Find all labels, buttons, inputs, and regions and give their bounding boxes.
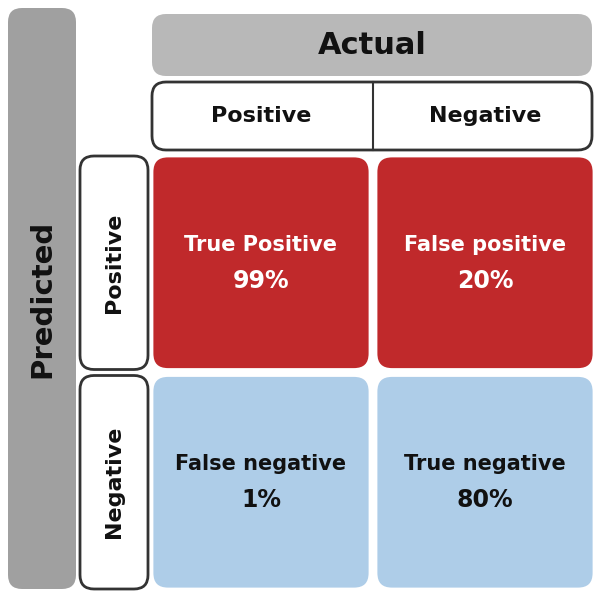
FancyBboxPatch shape — [152, 14, 592, 76]
FancyBboxPatch shape — [152, 82, 592, 150]
FancyBboxPatch shape — [8, 8, 76, 589]
Text: Negative: Negative — [429, 106, 541, 126]
FancyBboxPatch shape — [376, 156, 594, 370]
FancyBboxPatch shape — [80, 156, 148, 370]
Text: False negative: False negative — [175, 454, 347, 474]
Text: True Positive: True Positive — [185, 235, 337, 255]
Text: 20%: 20% — [457, 269, 513, 293]
FancyBboxPatch shape — [376, 376, 594, 589]
Text: Positive: Positive — [211, 106, 311, 126]
Text: Positive: Positive — [104, 213, 124, 313]
FancyBboxPatch shape — [80, 376, 148, 589]
Text: 99%: 99% — [233, 269, 289, 293]
Text: Negative: Negative — [104, 426, 124, 538]
FancyBboxPatch shape — [152, 156, 370, 370]
Text: True negative: True negative — [404, 454, 566, 474]
Text: False positive: False positive — [404, 235, 566, 255]
Text: 1%: 1% — [241, 488, 281, 512]
Text: Predicted: Predicted — [28, 219, 56, 378]
Text: Actual: Actual — [317, 30, 427, 60]
Text: 80%: 80% — [457, 488, 514, 512]
FancyBboxPatch shape — [152, 376, 370, 589]
